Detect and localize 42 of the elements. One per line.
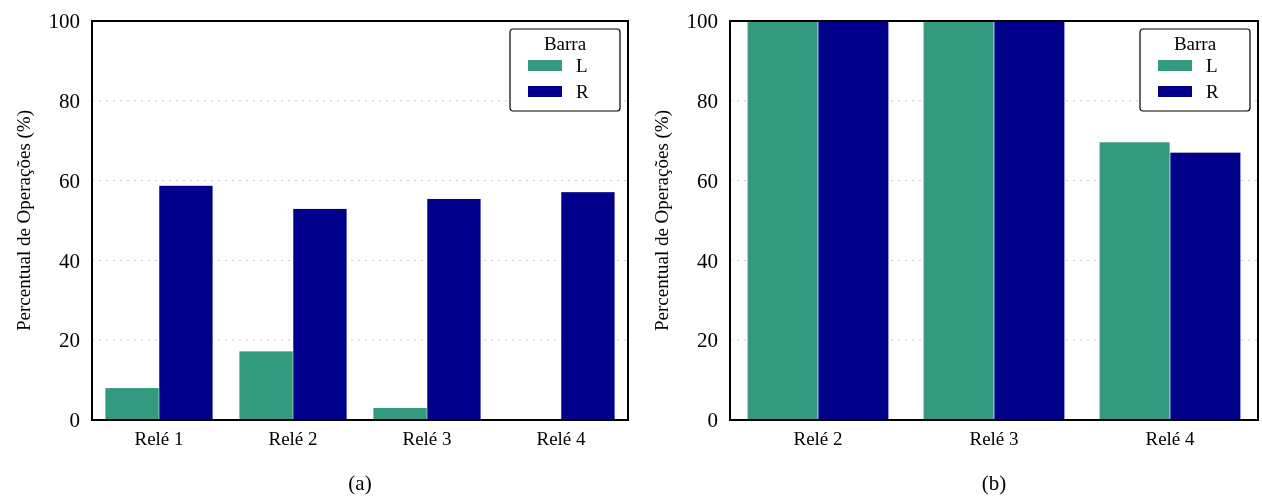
y-tick-label: 60 [59, 168, 80, 193]
x-tick-label: Relé 3 [969, 428, 1019, 450]
legend-title: Barra [543, 33, 587, 54]
y-axis-title: Percentual de Operações (%) [13, 109, 35, 332]
bar [1099, 142, 1170, 420]
bar [239, 351, 293, 420]
x-tick-label: Relé 2 [268, 428, 318, 450]
x-tick-label: Relé 4 [536, 428, 587, 450]
x-tick-label: Relé 1 [134, 428, 184, 450]
y-tick-label: 40 [697, 248, 718, 273]
y-tick-label: 20 [59, 328, 80, 353]
legend-title: Barra [1173, 33, 1217, 54]
x-tick-label: Relé 2 [793, 428, 843, 450]
bar [923, 21, 994, 420]
bar [994, 21, 1065, 420]
y-tick-label: 100 [48, 9, 80, 34]
bar [427, 198, 481, 420]
y-tick-label: 80 [59, 89, 80, 114]
text: (a) [348, 471, 372, 495]
legend-label: R [576, 81, 589, 102]
x-tick-label: Relé 4 [1145, 428, 1196, 450]
bar [1170, 152, 1241, 420]
bar [105, 388, 159, 420]
bar [747, 21, 818, 420]
legend-label: R [1206, 81, 1219, 102]
y-tick-label: 80 [697, 89, 718, 114]
bar [818, 21, 889, 420]
bar [373, 408, 427, 420]
x-tick-label: Relé 3 [402, 428, 452, 450]
legend-label: L [576, 55, 588, 76]
bar [561, 192, 615, 420]
y-tick-label: 100 [686, 9, 718, 34]
y-tick-label: 60 [697, 168, 718, 193]
text: (b) [981, 471, 1007, 495]
y-tick-label: 40 [59, 248, 80, 273]
legend-label: L [1206, 55, 1218, 76]
bar [159, 185, 213, 420]
y-tick-label: 20 [697, 328, 718, 353]
y-axis-title: Percentual de Operações (%) [651, 109, 673, 332]
y-tick-label: 0 [69, 408, 80, 433]
y-tick-label: 0 [707, 408, 718, 433]
bar [293, 208, 347, 420]
